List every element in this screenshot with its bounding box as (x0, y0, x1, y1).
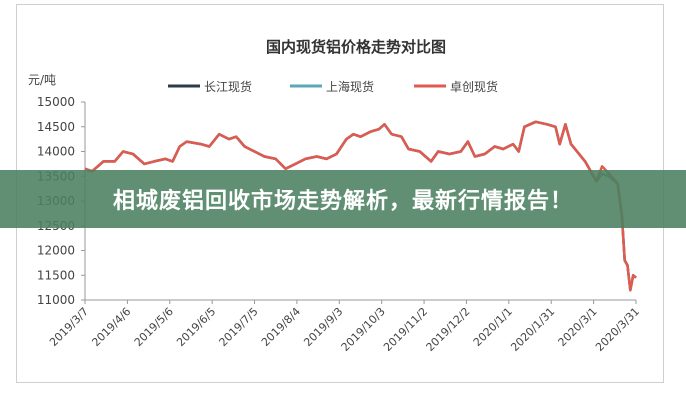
y-tick-label: 11500 (37, 268, 75, 282)
x-tick-label: 2020/3/1 (556, 305, 600, 349)
legend: 长江现货 上海现货 卓创现货 (168, 79, 498, 94)
x-tick-label: 2019/3/7 (47, 305, 91, 349)
legend-label: 上海现货 (326, 79, 374, 94)
x-tick-label: 2019/12/2 (424, 305, 473, 354)
headline-text: 相城废铝回收市场走势解析，最新行情报告！ (112, 189, 573, 214)
y-tick-label: 14500 (37, 120, 75, 134)
chart-title: 国内现货铝价格走势对比图 (266, 38, 446, 56)
x-tick-label: 2019/7/5 (217, 305, 261, 349)
headline-banner: 相城废铝回收市场走势解析，最新行情报告！ (0, 170, 686, 228)
y-axis-unit-label: 元/吨 (28, 73, 56, 87)
legend-label: 长江现货 (204, 79, 252, 94)
y-tick-label: 15000 (37, 95, 75, 109)
series-lines (84, 120, 637, 292)
legend-label: 卓创现货 (450, 79, 498, 94)
x-tick-label: 2019/11/2 (381, 305, 430, 354)
y-tick-label: 11000 (37, 293, 75, 307)
y-tick-label: 12000 (37, 244, 75, 258)
x-tick-label: 2019/8/4 (259, 305, 303, 349)
x-tick-label: 2019/10/3 (339, 305, 388, 354)
x-tick-label: 2020/1/1 (471, 305, 515, 349)
series-line (84, 120, 637, 292)
x-tick-label: 2019/9/3 (301, 305, 345, 349)
x-tick-label: 2020/3/31 (593, 305, 642, 354)
x-tick-label: 2020/1/31 (508, 305, 557, 354)
x-tick-label: 2019/4/6 (89, 305, 133, 349)
x-tick-label: 2019/5/6 (132, 305, 176, 349)
y-tick-label: 14000 (37, 145, 75, 159)
x-tick-label: 2019/6/5 (174, 305, 218, 349)
